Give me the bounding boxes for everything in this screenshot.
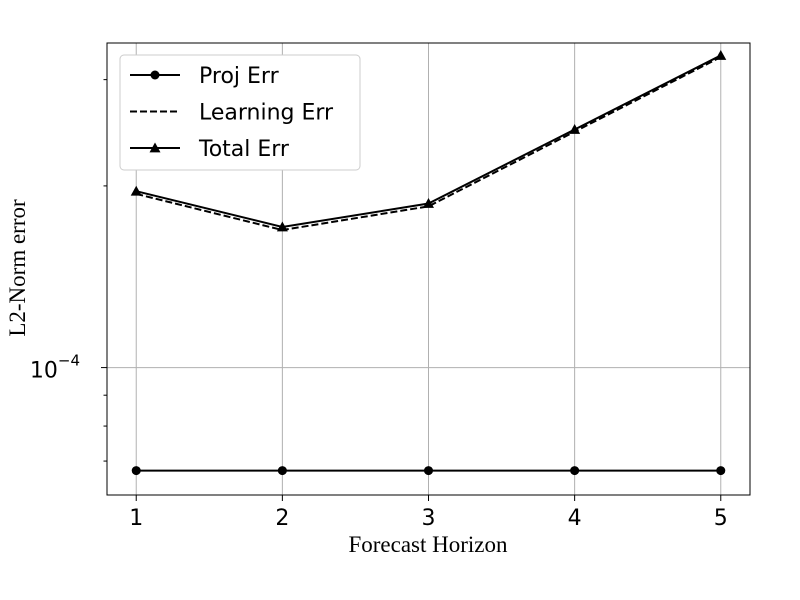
data-point-total-err — [423, 198, 434, 208]
data-point-proj-err — [131, 466, 141, 476]
data-point-proj-err — [424, 466, 433, 476]
x-tick-label: 5 — [714, 506, 728, 531]
legend-marker-proj-err — [150, 70, 160, 80]
x-tick-label: 1 — [129, 506, 143, 531]
x-tick-label: 4 — [568, 506, 582, 531]
data-point-proj-err — [716, 466, 726, 476]
axes: 1 2 3 4 5 — [101, 79, 728, 531]
x-tick-label: 3 — [422, 506, 436, 531]
series-lines — [130, 49, 727, 476]
x-axis-label: Forecast Horizon — [348, 532, 508, 557]
data-point-proj-err — [570, 466, 580, 476]
data-point-total-err — [276, 221, 288, 232]
legend-label-total-err: Total Err — [198, 137, 290, 162]
series-line-learning-err — [135, 56, 722, 232]
y-tick-base: 10 — [30, 359, 58, 384]
y-tick-exponent: −4 — [58, 352, 80, 370]
data-point-total-err — [569, 124, 581, 134]
plot-border — [106, 42, 751, 496]
data-point-total-err — [130, 185, 142, 196]
legend: Proj Err Learning Err Total Err — [119, 54, 361, 171]
svg-text:10−4: 10−4 — [30, 352, 80, 384]
y-tick-label-major: 10−4 — [30, 352, 80, 384]
legend-label-learning-err: Learning Err — [199, 101, 334, 126]
legend-marker-total-err — [149, 142, 161, 153]
legend-label-proj-err: Proj Err — [199, 64, 280, 89]
data-point-proj-err — [277, 466, 287, 476]
plot-frame — [106, 42, 751, 496]
x-tick-label: 2 — [275, 506, 289, 531]
legend-box — [119, 54, 361, 171]
data-point-total-err — [715, 49, 727, 60]
y-axis-label: L2-Norm error — [5, 199, 30, 337]
